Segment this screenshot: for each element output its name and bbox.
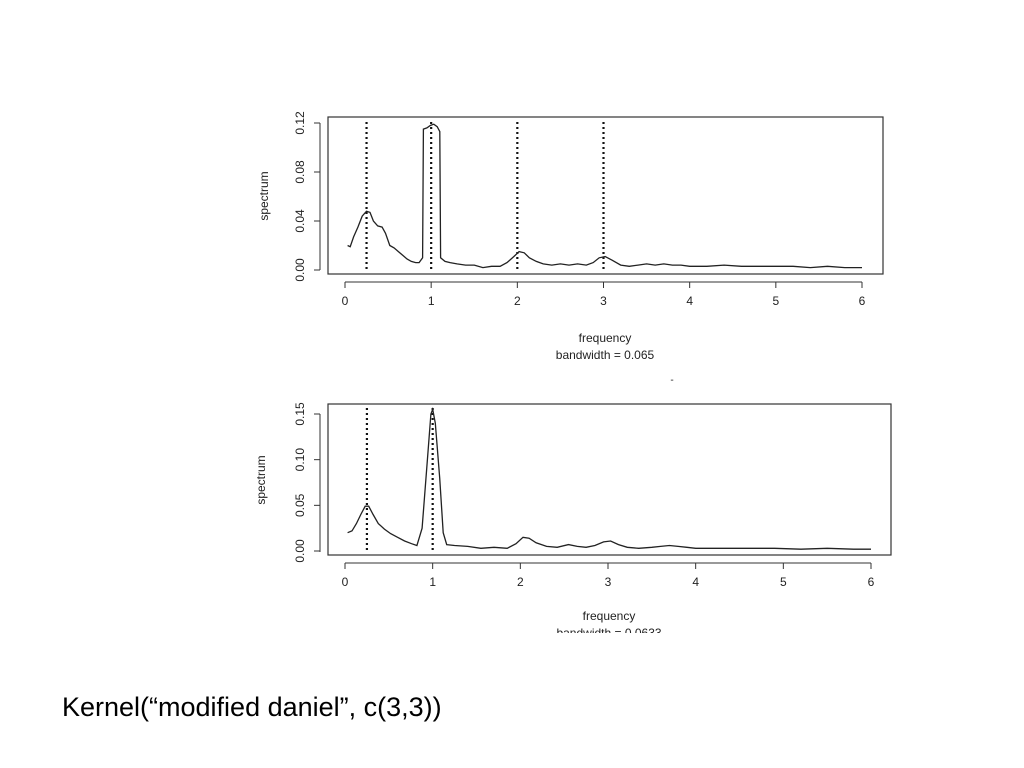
x-axis-label: frequency: [579, 331, 632, 345]
y-tick-label: 0.12: [293, 111, 307, 135]
x-tick-label: 4: [686, 294, 693, 308]
x-tick-label: 5: [780, 575, 787, 589]
spectrum-line: [347, 407, 871, 550]
x-tick-label: 3: [605, 575, 612, 589]
x-tick-label: 0: [342, 575, 349, 589]
slide-caption: Kernel(“modified daniel”, c(3,3)): [62, 692, 442, 722]
bandwidth-label: bandwidth = 0.065: [556, 348, 655, 362]
plot-frame: [327, 116, 884, 275]
y-tick-label: 0.05: [293, 493, 307, 517]
spectrum-chart-bottom: 0.00 0.05 0.10 0.15 0 1 2 3 4 5 6 spectrum freque…: [254, 402, 892, 640]
x-tick-label: 2: [514, 294, 521, 308]
plot-frame: [327, 403, 892, 556]
x-tick-label: 6: [868, 575, 875, 589]
x-tick-label: 0: [342, 294, 349, 308]
y-axis-label: spectrum: [257, 171, 271, 220]
x-tick-label: 4: [692, 575, 699, 589]
y-axis-label: spectrum: [254, 455, 268, 504]
y-tick-label: 0.10: [293, 448, 307, 472]
dotted-vlines: [365, 408, 434, 552]
x-tick-label: 3: [600, 294, 607, 308]
x-tick-label: 1: [429, 575, 436, 589]
dotted-vlines: [365, 122, 605, 270]
y-tick-label: 0.04: [293, 209, 307, 233]
x-axis: 0 1 2 3 4 5 6: [342, 281, 866, 308]
spectrum-chart-top: 0.00 0.04 0.08 0.12 0 1 2 3 4 5 6 spectrum freque…: [257, 111, 884, 362]
spectrum-line: [347, 123, 862, 269]
y-tick-label: 0.00: [293, 539, 307, 563]
x-axis: 0 1 2 3 4 5 6: [342, 562, 875, 589]
crop-band: [300, 633, 920, 645]
y-axis: 0.00 0.04 0.08 0.12: [293, 111, 321, 282]
y-tick-label: 0.00: [293, 258, 307, 282]
y-tick-label: 0.15: [293, 402, 307, 426]
y-axis: 0.00 0.05 0.10 0.15: [293, 402, 321, 563]
stray-mark: -: [670, 375, 673, 386]
x-tick-label: 6: [859, 294, 866, 308]
x-tick-label: 2: [517, 575, 524, 589]
x-tick-label: 5: [772, 294, 779, 308]
y-tick-label: 0.08: [293, 160, 307, 184]
x-axis-label: frequency: [583, 609, 636, 623]
x-tick-label: 1: [428, 294, 435, 308]
